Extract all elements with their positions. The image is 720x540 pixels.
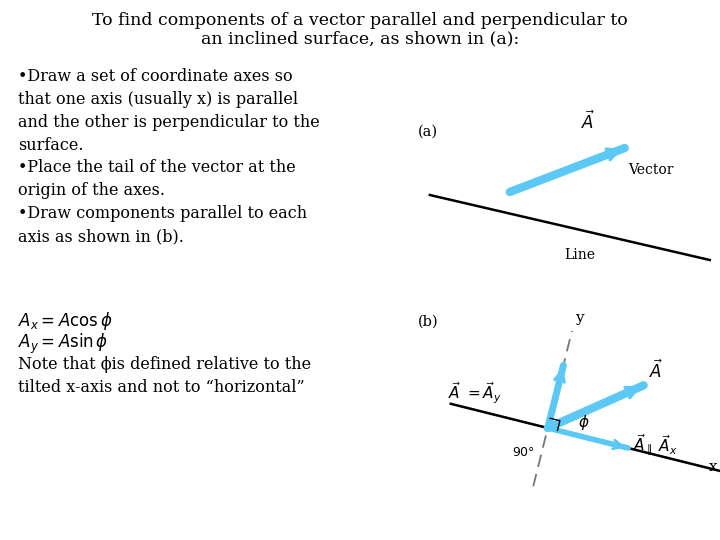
Text: Note that ϕis defined relative to the
tilted x-axis and not to “horizontal”: Note that ϕis defined relative to the ti… bbox=[18, 356, 311, 396]
Text: •Draw a set of coordinate axes so
that one axis (usually x) is parallel
and the : •Draw a set of coordinate axes so that o… bbox=[18, 68, 320, 245]
Text: $90°$: $90°$ bbox=[513, 446, 536, 459]
Text: $\vec{A}_{\parallel}$: $\vec{A}_{\parallel}$ bbox=[633, 432, 652, 458]
Text: $A_y = A\sin\phi$: $A_y = A\sin\phi$ bbox=[18, 332, 109, 356]
Text: (a): (a) bbox=[418, 125, 438, 139]
Text: Vector: Vector bbox=[628, 163, 673, 177]
Text: $\vec{A}_x$: $\vec{A}_x$ bbox=[658, 433, 678, 457]
Text: $A_x = A\cos\phi$: $A_x = A\cos\phi$ bbox=[18, 310, 112, 332]
Text: an inclined surface, as shown in (a):: an inclined surface, as shown in (a): bbox=[201, 30, 519, 47]
Text: x: x bbox=[709, 460, 718, 474]
Text: $\vec{A}\ =\vec{A}_y$: $\vec{A}\ =\vec{A}_y$ bbox=[448, 380, 502, 406]
Text: $\vec{A}$: $\vec{A}$ bbox=[581, 111, 595, 133]
Text: (b): (b) bbox=[418, 315, 438, 329]
Text: Line: Line bbox=[564, 248, 595, 262]
Text: $\phi$: $\phi$ bbox=[577, 414, 590, 433]
Text: y: y bbox=[575, 311, 584, 325]
Text: $\vec{A}$: $\vec{A}$ bbox=[649, 360, 663, 382]
Text: To find components of a vector parallel and perpendicular to: To find components of a vector parallel … bbox=[92, 12, 628, 29]
